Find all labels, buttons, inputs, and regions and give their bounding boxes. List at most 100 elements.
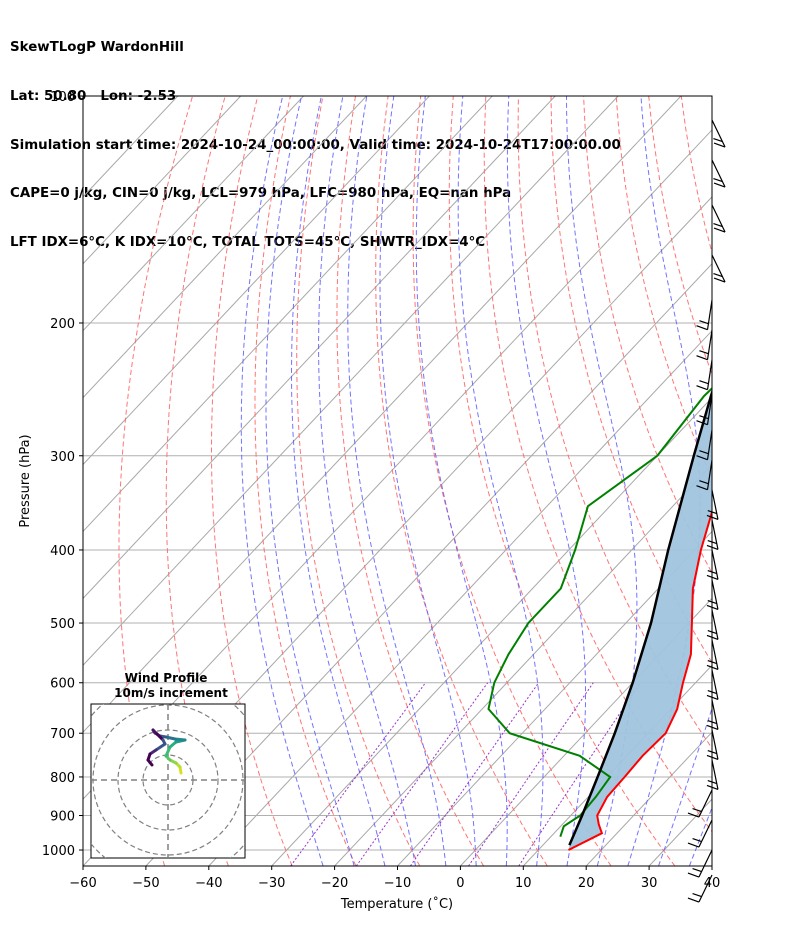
wind-barb-staff (711, 204, 726, 233)
wind-barb-staff (711, 699, 719, 730)
wind-barb-flag (687, 842, 700, 848)
wind-barb-flag (692, 868, 702, 873)
wind-barb (696, 329, 713, 361)
x-axis-title: Temperature (˚C) (340, 896, 453, 912)
chart-title-block: SkewTLogP WardonHill Lat: 50.80 Lon: -2.… (10, 8, 621, 267)
dry-adiabat-line (779, 96, 794, 866)
hodograph-segment (164, 735, 177, 741)
wind-barb-staff (706, 429, 713, 460)
dry-adiabat-line (254, 96, 357, 866)
y-tick-label: 400 (50, 544, 75, 559)
mixing-ratio-line (355, 682, 489, 866)
y-tick-label: 800 (50, 771, 75, 786)
profile-lines (487, 386, 712, 851)
wind-barb-staff (711, 254, 726, 283)
y-tick-label: 700 (50, 727, 75, 742)
wind-barb-flag (696, 485, 708, 491)
hodograph-segment (146, 758, 154, 767)
wind-barb-flag (699, 350, 709, 355)
background-guide-lines (83, 96, 794, 866)
mixing-ratio-line (468, 682, 594, 866)
wind-barb-flag (687, 812, 700, 818)
hodograph-segment (164, 745, 172, 758)
wind-barb-flag (699, 450, 709, 455)
y-tick-label: 600 (50, 677, 75, 692)
wind-barb-staff (711, 759, 719, 790)
wind-barb-staff (711, 119, 726, 148)
wind-barb (696, 394, 713, 426)
mixing-ratio-line (409, 682, 540, 866)
wind-profile-inset (90, 703, 246, 859)
dry-adiabat-line (118, 96, 194, 866)
moist-adiabat-line (506, 96, 586, 866)
dry-adiabat-line (375, 96, 548, 866)
wind-barb-staff (706, 359, 713, 390)
wind-barb (696, 359, 713, 391)
wind-barb-flag (687, 897, 700, 903)
wind-barb-flag (713, 227, 726, 233)
moist-adiabat-line (240, 96, 324, 866)
wind-barb-flag (696, 325, 708, 331)
dry-adiabat-line (336, 96, 485, 866)
wind-barb-flag (713, 138, 723, 143)
wind-barb-flag (713, 142, 726, 148)
dry-adiabat-line (648, 96, 712, 376)
wind-barb-flag (713, 178, 723, 183)
inset-subtitle: 10m/s increment (114, 686, 228, 700)
mixing-ratio-line (518, 682, 641, 866)
dry-adiabat-line (448, 96, 676, 866)
temperature-line (568, 508, 712, 851)
inset-rings (91, 704, 245, 858)
hodograph-segment (154, 742, 167, 752)
wind-barb-staff (711, 549, 719, 580)
x-tick-label: 20 (578, 876, 595, 891)
wind-barb-staff (698, 849, 713, 878)
parcel-path-line (568, 388, 712, 846)
dry-adiabat-line (517, 96, 712, 750)
dry-adiabat-line (583, 96, 712, 575)
x-tick-label: −50 (132, 876, 159, 891)
x-tick-label: 30 (641, 876, 658, 891)
x-tick-label: −40 (195, 876, 222, 891)
x-tick-label: 40 (704, 876, 721, 891)
dry-adiabat-line (296, 96, 421, 866)
wind-barb-flag (699, 320, 709, 325)
moist-adiabat-line (318, 96, 416, 866)
inset-title: Wind Profile (125, 671, 208, 685)
moist-adiabat-line (566, 96, 638, 866)
wind-barb (696, 299, 713, 331)
dry-adiabat-line (211, 96, 293, 866)
wind-barbs (687, 119, 726, 903)
y-tick-label: 200 (50, 317, 75, 332)
dry-adiabat-line (483, 96, 712, 833)
chart-title: SkewTLogP WardonHill (10, 40, 184, 56)
wind-barb-staff (706, 394, 713, 425)
wind-barb (687, 819, 713, 848)
isotherm-line (145, 263, 712, 866)
x-tick-label: 0 (456, 876, 464, 891)
wind-barb-flag (713, 182, 726, 188)
dry-adiabat-line (714, 96, 794, 866)
isotherm-line (648, 798, 712, 866)
moist-adiabat-line (291, 96, 386, 866)
y-tick-label: 900 (50, 810, 75, 825)
wind-barb-flag (699, 415, 709, 420)
isotherm-line (83, 96, 493, 533)
moist-adiabat-line (688, 806, 712, 866)
wind-barb (711, 204, 726, 233)
wind-barb-staff (711, 489, 719, 520)
wind-barb (687, 849, 713, 878)
cape-cin-shading (568, 392, 712, 850)
y-axis-title: Pressure (hPa) (18, 434, 33, 527)
wind-barb-flag (699, 380, 709, 385)
x-tick-label: −20 (321, 876, 348, 891)
wind-barb-staff (706, 299, 713, 330)
x-tick-label: 10 (515, 876, 532, 891)
isotherm-line (83, 96, 619, 666)
wind-barb-staff (706, 459, 713, 490)
moist-adiabat-line (379, 96, 477, 866)
isotherm-line (460, 597, 712, 866)
wind-barb-flag (696, 355, 708, 361)
hodograph-segment (173, 737, 187, 742)
dry-adiabat-line (747, 96, 794, 866)
